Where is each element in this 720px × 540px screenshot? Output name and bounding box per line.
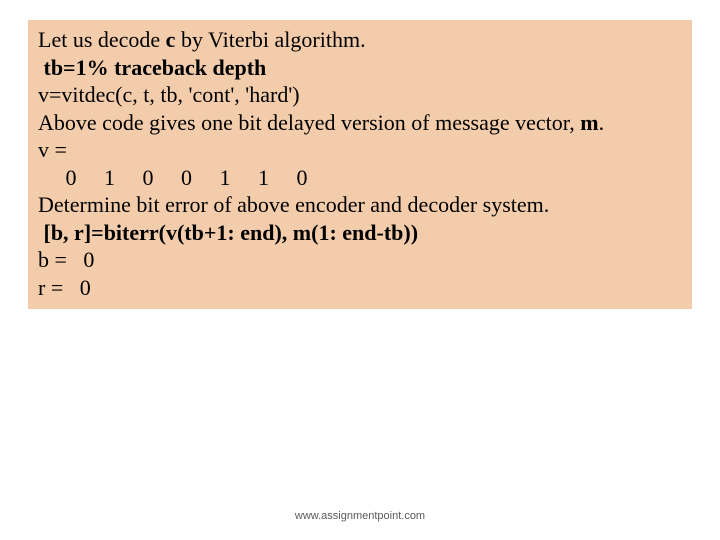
- slide: Let us decode c by Viterbi algorithm. tb…: [0, 0, 720, 540]
- text-fragment: Let us decode: [38, 27, 166, 52]
- text-line: Let us decode c by Viterbi algorithm.: [38, 26, 682, 54]
- text-fragment: Above code gives one bit delayed version…: [38, 110, 580, 135]
- text-line: b = 0: [38, 246, 682, 274]
- bold-text: c: [166, 27, 176, 52]
- text-fragment: .: [599, 110, 605, 135]
- text-line: 0 1 0 0 1 1 0: [38, 164, 682, 192]
- text-line: r = 0: [38, 274, 682, 302]
- text-fragment: by Viterbi algorithm.: [175, 27, 365, 52]
- text-line: v=vitdec(c, t, tb, 'cont', 'hard'): [38, 81, 682, 109]
- text-line: Above code gives one bit delayed version…: [38, 109, 682, 137]
- text-line: Determine bit error of above encoder and…: [38, 191, 682, 219]
- content-box: Let us decode c by Viterbi algorithm. tb…: [28, 20, 692, 309]
- bold-text: m: [580, 110, 598, 135]
- footer-text: www.assignmentpoint.com: [0, 510, 720, 522]
- text-line: tb=1% traceback depth: [38, 54, 682, 82]
- text-line: [b, r]=biterr(v(tb+1: end), m(1: end-tb)…: [38, 219, 682, 247]
- text-line: v =: [38, 136, 682, 164]
